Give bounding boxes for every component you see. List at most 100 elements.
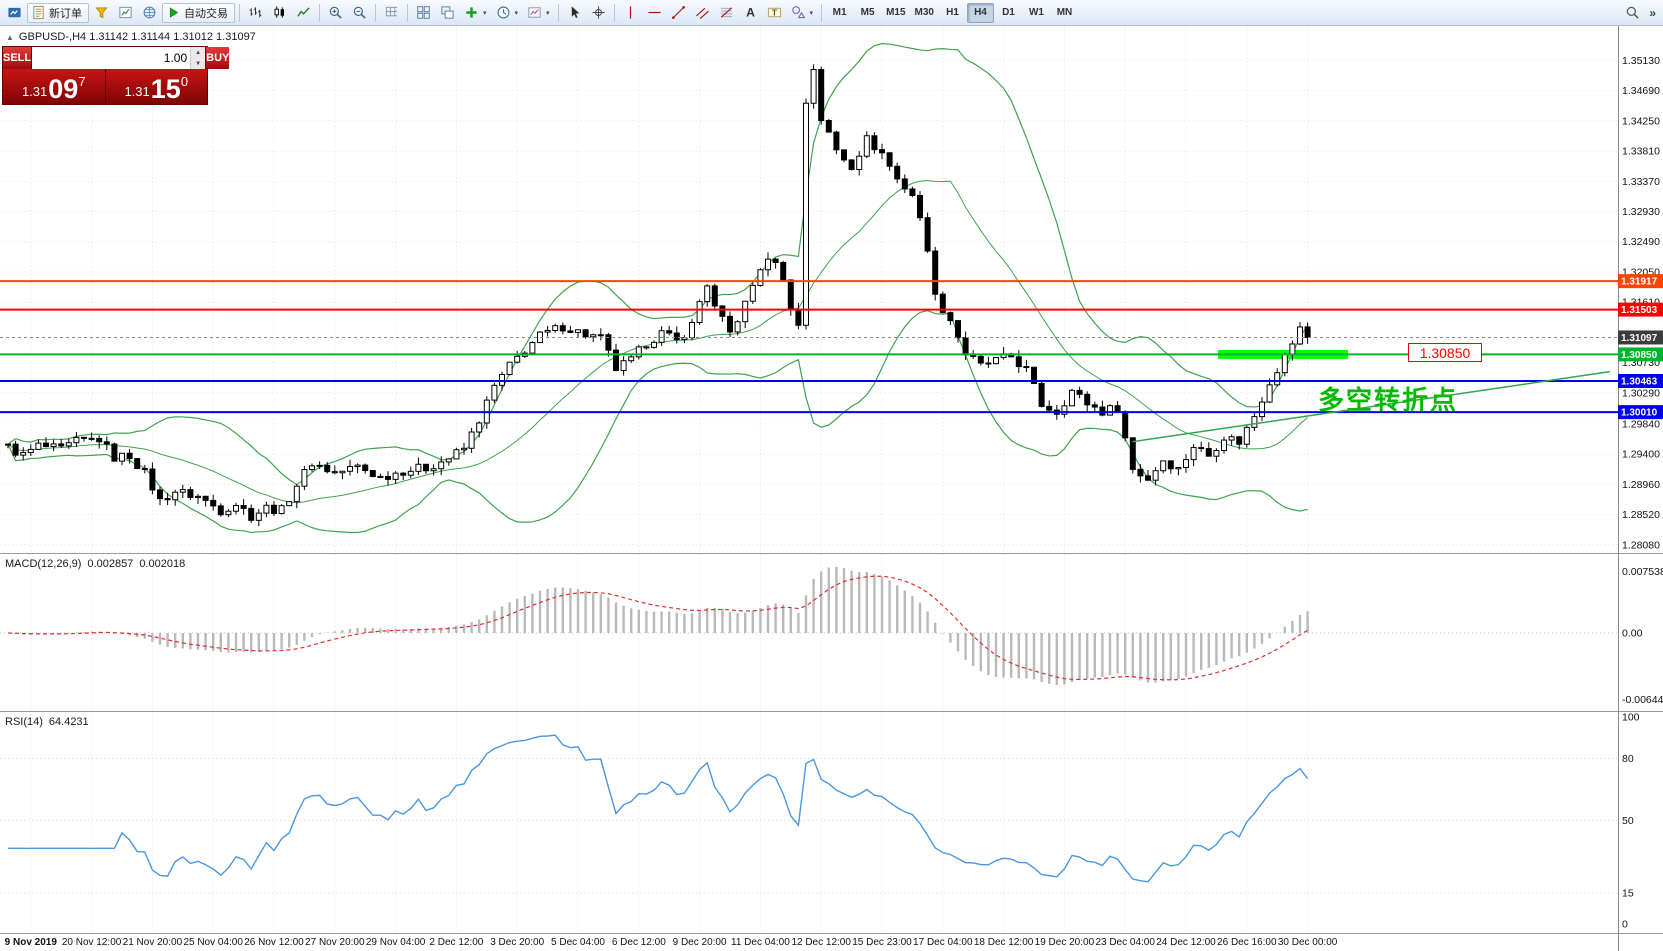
rsi-name: RSI(14) [5,716,43,728]
macd-signal-value: 0.002018 [139,558,186,570]
crosshair-icon [591,6,605,19]
time-axis-label: 26 Dec 16:00 [1217,937,1277,948]
volume-down-button[interactable]: ▼ [191,58,206,69]
app-icon [3,3,26,23]
bar-chart-button[interactable] [244,3,267,23]
dropdown-arrow-icon: ▾ [483,9,487,17]
svg-text:0.00: 0.00 [1622,628,1643,640]
time-axis-label: 27 Nov 20:00 [305,937,365,948]
market-watch-button[interactable] [90,3,113,23]
tile-windows-button[interactable] [412,3,435,23]
svg-text:80: 80 [1622,753,1634,765]
time-axis-label: 18 Dec 12:00 [973,937,1034,948]
timeframe-w1-button[interactable]: W1 [1023,3,1050,23]
bid-big-digits: 09 [48,74,79,105]
timeframe-m1-button[interactable]: M1 [826,3,853,23]
time-axis-label: 24 Dec 12:00 [1156,937,1216,948]
cursor-icon [571,6,579,18]
trendline [1132,370,1611,443]
toolbar-separator [375,3,376,22]
svg-text:1.29400: 1.29400 [1622,449,1660,461]
svg-text:1.28960: 1.28960 [1622,479,1660,491]
search-button[interactable] [1621,3,1644,23]
line-chart-button[interactable] [292,3,315,23]
ask-price-display[interactable]: 1.31 15 0 [106,69,208,104]
timeframe-h4-button[interactable]: H4 [966,2,994,23]
cursor-button[interactable] [563,3,586,23]
shapes-button[interactable]: ▾ [787,3,818,23]
add-indicator-button[interactable]: ▾ [460,3,491,23]
toolbar-overflow-button[interactable]: » [1645,3,1660,23]
svg-text:1.33810: 1.33810 [1622,146,1660,158]
time-axis-label: 21 Nov 20:00 [122,937,183,948]
fibonacci-button[interactable] [715,3,738,23]
buy-button[interactable]: BUY [206,47,230,69]
time-axis-label: 3 Dec 20:00 [490,937,545,948]
price-tags: 1.31917 1.31503 1.30850 1.30463 1.30010 1.310… [1618,274,1663,420]
toolbar-separator [557,3,559,22]
trendline-icon [671,6,685,19]
text-icon: A [746,6,755,20]
horizontal-line-icon [647,11,661,14]
periods-icon [497,6,509,19]
chart-window-icon [119,6,132,19]
svg-text:1.30010: 1.30010 [1621,408,1658,419]
volume-stepper: ▲ ▼ [190,47,206,69]
time-axis: 9 Nov 2019 20 Nov 12:00 21 Nov 20:00 25 Nov… [0,934,1618,951]
app-icon-icon [8,7,21,18]
time-axis-label: 11 Dec 04:00 [731,937,790,948]
time-axis-label: 9 Dec 20:00 [672,937,727,948]
navigator-button[interactable] [138,3,161,23]
periods-button[interactable]: ▾ [492,3,523,23]
symbol-ohlc-readout: ▲ GBPUSD-,H4 1.31142 1.31144 1.31012 1.3… [6,31,256,43]
text-button[interactable]: A [739,3,762,23]
bid-price-display[interactable]: 1.31 09 7 [3,69,106,104]
time-axis-label: 6 Dec 12:00 [611,937,666,948]
zoom-out-button[interactable] [348,3,371,23]
crosshair-button[interactable] [587,3,610,23]
autotrading-button[interactable]: 自动交易 [162,2,235,23]
level-price-label[interactable]: 1.30850 [1408,343,1482,362]
grid-icon [385,6,398,17]
templates-button[interactable]: ▾ [523,3,554,23]
svg-text:1.35130: 1.35130 [1622,55,1660,67]
candles [5,64,1311,527]
sell-button[interactable]: SELL [3,47,32,69]
horizontal-lines [0,280,1618,414]
ask-prefix: 1.31 [124,84,150,99]
candlestick-chart-button[interactable] [268,3,291,23]
zoom-in-icon [329,6,342,19]
horizontal-line-button[interactable] [643,3,666,23]
svg-text:1.31503: 1.31503 [1621,305,1658,316]
timeframe-m30-button[interactable]: M30 [911,3,938,23]
grid-button[interactable] [380,3,403,23]
time-axis-label: 25 Nov 04:00 [183,937,243,948]
chart-window-button[interactable] [114,3,137,23]
cascade-windows-button[interactable] [436,3,459,23]
bollinger-bands [7,43,1309,534]
time-axis-label: 17 Dec 04:00 [913,937,973,948]
autotrading-icon [169,7,179,18]
time-axis-label: 26 Nov 12:00 [244,937,304,948]
equidistant-channel-button[interactable] [691,3,714,23]
timeframe-mn-button[interactable]: MN [1051,3,1078,23]
time-axis-label: 9 Nov 2019 [4,937,57,948]
cascade-windows-icon [441,6,454,19]
turning-point-annotation[interactable]: 多空转折点 [1318,385,1459,415]
toolbar-separator [239,3,240,22]
volume-up-button[interactable]: ▲ [191,47,206,58]
timeframe-m15-button[interactable]: M15 [882,3,909,23]
timeframe-h1-button[interactable]: H1 [939,3,966,23]
timeframe-d1-button[interactable]: D1 [995,3,1022,23]
navigator-icon [143,6,156,19]
trendline-button[interactable] [667,3,690,23]
new-order-button[interactable]: 新订单 [27,2,89,23]
zoom-in-button[interactable] [324,3,347,23]
timeframe-m5-button[interactable]: M5 [854,3,881,23]
templates-icon [528,7,541,18]
volume-input[interactable] [32,47,191,69]
vertical-line-button[interactable] [619,3,642,23]
label-button[interactable]: T [763,3,786,23]
search-icon [1627,6,1639,19]
